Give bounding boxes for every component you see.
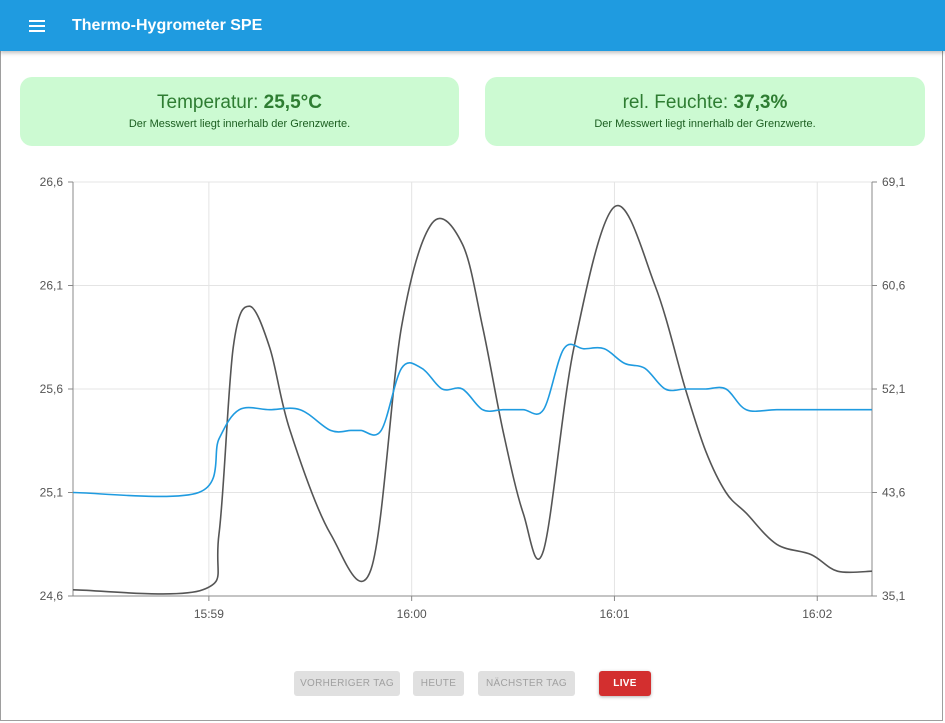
humidity-label: rel. Feuchte: [622, 92, 734, 113]
temperature-reading: Temperatur: 25,5°C [20, 92, 459, 114]
y-right-tick-label: 52,1 [882, 382, 906, 396]
x-tick-label: 16:02 [802, 607, 832, 621]
humidity-card: rel. Feuchte: 37,3% Der Messwert liegt i… [485, 77, 925, 146]
next-day-button[interactable]: NÄCHSTER TAG [478, 671, 575, 696]
humidity-value: 37,3% [733, 92, 788, 113]
menu-button[interactable] [26, 15, 48, 37]
y-left-tick-label: 26,1 [40, 279, 64, 293]
temperature-series-line [72, 204, 873, 595]
app-title: Thermo-Hygrometer SPE [72, 16, 263, 34]
x-tick-label: 15:59 [194, 607, 224, 621]
app-bar: Thermo-Hygrometer SPE [0, 0, 945, 51]
live-button[interactable]: LIVE [599, 671, 651, 696]
x-tick-label: 16:01 [599, 607, 629, 621]
y-left-tick-label: 25,6 [40, 382, 64, 396]
y-right-tick-label: 35,1 [882, 589, 906, 603]
y-right-tick-label: 43,6 [882, 486, 906, 500]
y-left-tick-label: 26,6 [40, 175, 64, 189]
humidity-series-line [72, 343, 872, 498]
y-right-tick-label: 60,6 [882, 279, 906, 293]
humidity-status: Der Messwert liegt innerhalb der Grenzwe… [594, 118, 816, 130]
y-left-tick-label: 25,1 [40, 486, 64, 500]
measurement-chart: 26,6 26,1 25,6 25,1 24,6 69,1 60,6 52,1 43,6 35,1… [40, 175, 906, 621]
y-left-tick-label: 24,6 [40, 589, 64, 603]
y-right-tick-label: 69,1 [882, 175, 906, 189]
temperature-card: Temperatur: 25,5°C Der Messwert liegt in… [20, 77, 459, 146]
previous-day-button[interactable]: VORHERIGER TAG [294, 671, 400, 696]
humidity-reading: rel. Feuchte: 37,3% [485, 92, 925, 114]
temperature-status: Der Messwert liegt innerhalb der Grenzwe… [128, 118, 351, 130]
x-tick-label: 16:00 [397, 607, 427, 621]
today-button[interactable]: HEUTE [413, 671, 464, 696]
day-navigation: VORHERIGER TAG HEUTE NÄCHSTER TAG LIVE [0, 671, 945, 696]
temperature-value: 25,5°C [263, 92, 322, 113]
hamburger-icon [29, 19, 45, 32]
temperature-label: Temperatur: [157, 92, 264, 113]
